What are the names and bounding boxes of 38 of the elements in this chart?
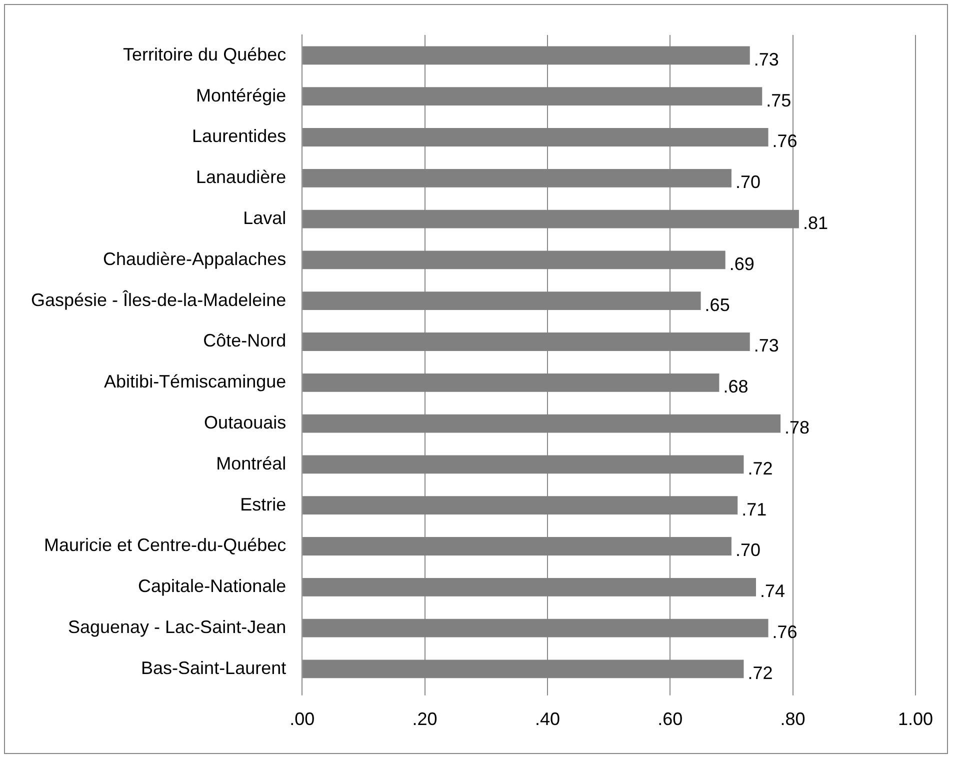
- x-tick-label: .80: [780, 709, 806, 730]
- data-label: .65: [704, 294, 730, 315]
- x-tick-label: .00: [290, 709, 315, 730]
- data-label: .70: [735, 540, 761, 560]
- x-tick-label: .40: [534, 709, 560, 730]
- data-label: .72: [748, 458, 773, 478]
- data-label: .71: [742, 499, 767, 520]
- data-label: .68: [723, 376, 748, 397]
- y-tick-label: Chaudière-Appalaches: [102, 248, 286, 269]
- data-label: .73: [754, 336, 779, 356]
- y-tick-label: Lanaudière: [196, 167, 286, 188]
- y-tick-label: Laurentides: [192, 126, 286, 146]
- y-tick-label: Montérégie: [196, 85, 286, 106]
- data-label: .76: [772, 131, 798, 152]
- y-tick-label: Laval: [243, 208, 286, 228]
- x-tick-label: .60: [658, 709, 683, 730]
- y-tick-label: Estrie: [240, 494, 286, 514]
- x-tick-label: .20: [412, 709, 438, 730]
- data-label: .74: [760, 581, 786, 602]
- data-label: .76: [772, 622, 798, 642]
- y-tick-label: Bas-Saint-Laurent: [141, 658, 286, 678]
- x-tick-label: 1.00: [898, 709, 934, 730]
- data-label: .72: [748, 662, 773, 683]
- data-label: .81: [802, 213, 828, 234]
- y-tick-label: Mauricie et Centre-du-Québec: [44, 535, 286, 556]
- y-tick-label: Montréal: [216, 453, 286, 474]
- y-tick-label: Saguenay - Lac-Saint-Jean: [68, 617, 286, 638]
- data-label: .78: [784, 418, 810, 438]
- data-label: .73: [754, 49, 779, 70]
- y-tick-label: Outaouais: [204, 412, 286, 433]
- y-tick-label: Gaspésie - Îles-de-la-Madeleine: [30, 290, 286, 310]
- y-tick-label: Territoire du Québec: [123, 44, 286, 64]
- y-tick-label: Capitale-Nationale: [138, 576, 286, 596]
- y-tick-label: Abitibi-Témiscamingue: [104, 372, 286, 392]
- data-label: .75: [766, 90, 792, 110]
- y-tick-label: Côte-Nord: [203, 330, 286, 351]
- data-label: .70: [735, 172, 761, 192]
- data-label: .69: [729, 254, 754, 274]
